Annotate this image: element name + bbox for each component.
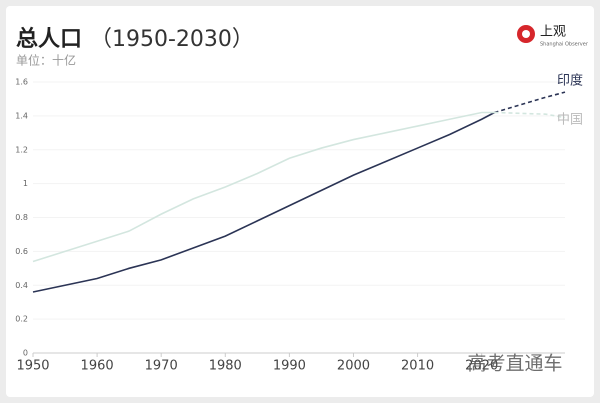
y-tick-label: 0.2 bbox=[15, 315, 28, 324]
y-tick-label: 1 bbox=[23, 179, 28, 188]
line-projection bbox=[494, 91, 566, 114]
series-label: 印度 bbox=[557, 73, 583, 89]
chart-title-note: （1950-2030） bbox=[90, 27, 254, 52]
x-tick-label: 2010 bbox=[401, 359, 434, 374]
line-actual bbox=[32, 111, 495, 293]
y-tick-label: 1.6 bbox=[15, 78, 28, 87]
y-tick-label: 1.2 bbox=[15, 145, 28, 154]
card bbox=[6, 6, 594, 397]
x-tick-label: 1990 bbox=[273, 359, 306, 374]
x-tick-label: 1950 bbox=[16, 359, 49, 374]
y-tick-label: 0.6 bbox=[15, 247, 28, 256]
x-tick-label: 1960 bbox=[81, 359, 114, 374]
x-tick-label: 1970 bbox=[145, 359, 178, 374]
x-tick-label: 2020 bbox=[465, 359, 498, 374]
y-tick-label: 0.8 bbox=[15, 213, 28, 222]
x-tick-label: 1980 bbox=[209, 359, 242, 374]
chart-title: 总人口 bbox=[16, 26, 82, 52]
series-label: 中国 bbox=[557, 113, 583, 128]
y-tick-label: 0.4 bbox=[15, 281, 28, 290]
logo-subtitle: Shanghai Observer bbox=[540, 42, 589, 48]
line-projection bbox=[494, 111, 566, 119]
y-tick-label: 0 bbox=[23, 349, 28, 358]
y-tick-label: 1.4 bbox=[15, 111, 28, 120]
unit-label: 单位：十亿 bbox=[16, 53, 76, 68]
x-tick-label: 2000 bbox=[337, 359, 370, 374]
watermark: 高考直通车 bbox=[467, 353, 562, 375]
logo-icon-hole bbox=[522, 30, 530, 38]
line-actual bbox=[32, 111, 495, 263]
logo: 上观 bbox=[540, 25, 566, 40]
